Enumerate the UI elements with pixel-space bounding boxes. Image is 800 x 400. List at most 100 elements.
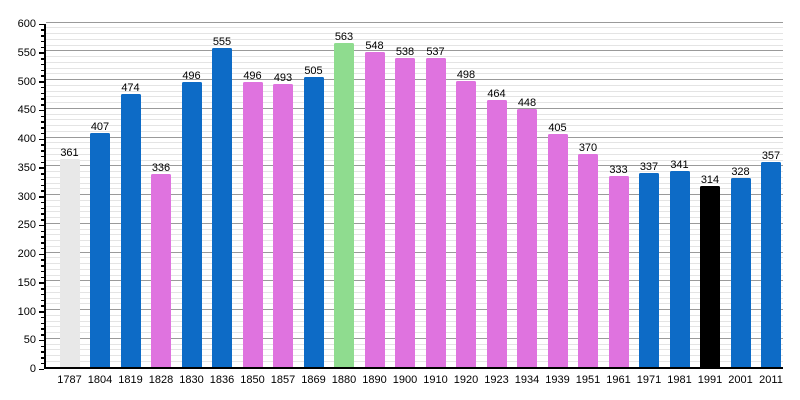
bar-value-label-1787: 361: [60, 147, 79, 160]
y-axis-tick: [41, 58, 44, 60]
x-axis-tick-label-1828: 1828: [148, 374, 174, 386]
bar-1819: [120, 94, 141, 367]
y-axis-tick: [41, 276, 44, 278]
bar-1850: [242, 81, 263, 367]
y-axis-tick: [41, 362, 44, 365]
y-axis-tick-label: 350: [17, 161, 36, 174]
bar-1869: [303, 76, 324, 367]
bar-1890: [364, 51, 385, 367]
y-axis-tick: [41, 316, 44, 319]
x-axis-tick-label-1857: 1857: [270, 374, 296, 386]
gridline-minor: [46, 38, 783, 40]
y-axis-tick: [41, 40, 44, 43]
y-axis-tick: [41, 351, 44, 353]
x-axis-tick-label-1971: 1971: [636, 374, 662, 386]
x-axis-tick-label-1961: 1961: [606, 374, 631, 386]
bar-value-label-2001: 328: [731, 166, 750, 179]
y-axis-tick: [41, 265, 44, 267]
y-axis-tick: [39, 52, 44, 54]
x-axis-tick-label-1830: 1830: [179, 374, 204, 386]
y-axis-tick: [39, 81, 44, 83]
x-axis-tick-label-1910: 1910: [423, 374, 448, 386]
bar-value-label-1869: 505: [304, 64, 323, 77]
y-axis-tick: [41, 46, 44, 48]
y-axis-tick: [41, 115, 44, 117]
y-axis-tick: [41, 92, 44, 94]
bar-value-label-1880: 563: [334, 31, 354, 44]
y-axis-tick: [41, 288, 44, 290]
y-axis-tick: [41, 270, 44, 273]
y-axis-tick: [39, 368, 44, 370]
y-axis-tick: [41, 184, 44, 186]
gridline-minor: [46, 44, 783, 46]
y-axis-tick: [41, 322, 44, 324]
y-axis-tick: [41, 236, 44, 238]
y-axis-tick-label: 100: [17, 305, 36, 318]
y-axis-tick: [39, 311, 44, 313]
y-axis-tick: [41, 328, 44, 330]
bar-value-label-1934: 448: [517, 97, 537, 110]
y-axis-tick: [41, 132, 44, 135]
x-axis-tick-label-1869: 1869: [301, 374, 326, 386]
bar-1934: [517, 109, 537, 367]
bar-value-label-1951: 370: [578, 142, 598, 155]
bar-value-label-1830: 496: [182, 69, 201, 82]
y-axis-tick: [41, 98, 44, 100]
gridline-minor: [46, 56, 783, 57]
x-axis-tick-label-1819: 1819: [118, 374, 143, 386]
bar-1910: [425, 58, 446, 367]
bar-value-label-1923: 464: [487, 88, 506, 101]
y-axis-tick: [39, 282, 44, 284]
bar-value-label-1850: 496: [243, 69, 262, 82]
y-axis-tick: [41, 63, 44, 66]
y-axis-tick: [41, 155, 44, 158]
gridline-minor: [46, 27, 783, 29]
x-axis-tick-label-1991: 1991: [697, 374, 723, 386]
bar-1920: [456, 80, 476, 367]
bar-1923: [486, 100, 507, 367]
bar-1971: [639, 173, 659, 367]
y-axis-tick: [41, 69, 44, 71]
y-axis-tick: [41, 230, 44, 232]
bar-value-label-1819: 474: [121, 82, 140, 95]
y-axis-tick: [41, 259, 44, 261]
x-axis-tick-label-2011: 2011: [759, 374, 783, 386]
bar-1880: [334, 43, 354, 367]
x-axis-tick-label-2001: 2001: [728, 374, 753, 386]
bar-1981: [669, 170, 690, 367]
x-axis-tick-label-1981: 1981: [667, 374, 692, 386]
bar-1961: [608, 175, 629, 367]
y-axis-tick-label: 50: [23, 334, 36, 347]
y-axis-tick: [41, 219, 44, 221]
y-axis-tick: [41, 242, 44, 244]
gridline-major: [46, 50, 783, 52]
y-axis-tick: [41, 201, 44, 204]
plot-area: [44, 21, 783, 369]
bar-value-label-2011: 357: [761, 149, 781, 162]
y-axis-tick: [41, 299, 44, 301]
bar-1939: [547, 134, 568, 367]
y-axis-tick-label: 300: [17, 190, 36, 203]
x-axis-tick-label-1787: 1787: [57, 374, 82, 386]
y-axis-tick-label: 550: [17, 46, 36, 59]
y-axis-tick: [41, 357, 44, 359]
y-axis-tick: [41, 29, 44, 31]
y-axis-tick: [41, 144, 44, 146]
x-axis-tick-label-1900: 1900: [392, 374, 418, 386]
bar-value-label-1836: 555: [212, 35, 232, 48]
bar-1804: [90, 132, 110, 367]
bar-value-label-1890: 548: [365, 39, 384, 52]
x-axis-tick-label-1923: 1923: [484, 374, 509, 386]
y-axis-tick: [41, 86, 44, 89]
bar-2011: [761, 161, 781, 367]
y-axis-tick: [41, 305, 44, 307]
bar-value-label-1804: 407: [90, 120, 110, 133]
bar-value-label-1991: 314: [700, 174, 720, 187]
x-axis-tick-label-1920: 1920: [453, 374, 479, 386]
bar-value-label-1900: 538: [395, 45, 415, 58]
x-axis-tick-label-1836: 1836: [209, 374, 235, 386]
bar-1991: [700, 186, 720, 367]
y-axis-tick: [41, 150, 44, 152]
y-axis-tick: [39, 339, 44, 342]
